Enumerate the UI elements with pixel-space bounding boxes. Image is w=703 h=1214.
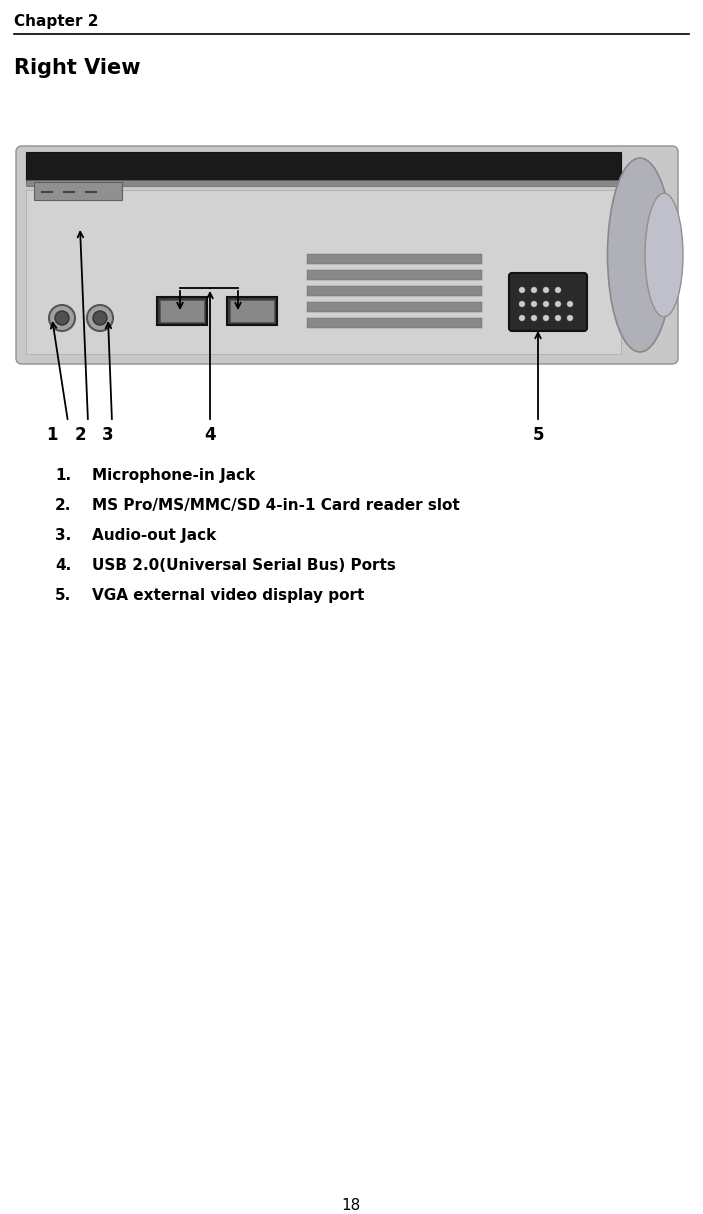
Bar xyxy=(307,254,482,263)
Bar xyxy=(157,297,207,325)
Circle shape xyxy=(555,301,561,307)
Ellipse shape xyxy=(607,158,673,352)
Bar xyxy=(307,318,482,328)
Text: Right View: Right View xyxy=(14,58,141,78)
Circle shape xyxy=(87,305,113,331)
Text: 3: 3 xyxy=(102,426,114,444)
Circle shape xyxy=(543,301,549,307)
Bar xyxy=(26,180,621,186)
Text: 4.: 4. xyxy=(55,558,71,573)
Circle shape xyxy=(531,301,537,307)
Circle shape xyxy=(555,287,561,293)
FancyBboxPatch shape xyxy=(16,146,678,364)
Bar xyxy=(26,191,621,354)
Bar xyxy=(307,287,482,296)
Text: 4: 4 xyxy=(204,426,216,444)
Text: 5: 5 xyxy=(532,426,543,444)
Circle shape xyxy=(519,314,525,320)
Text: Microphone-in Jack: Microphone-in Jack xyxy=(92,469,255,483)
Circle shape xyxy=(55,311,69,325)
Text: 5.: 5. xyxy=(55,588,71,603)
Text: 2.: 2. xyxy=(55,498,72,514)
Circle shape xyxy=(543,314,549,320)
Circle shape xyxy=(567,314,573,320)
FancyBboxPatch shape xyxy=(509,273,587,331)
Circle shape xyxy=(531,314,537,320)
Ellipse shape xyxy=(645,193,683,317)
Bar xyxy=(34,182,122,200)
Text: Chapter 2: Chapter 2 xyxy=(14,15,98,29)
Text: 2: 2 xyxy=(75,426,86,444)
Text: VGA external video display port: VGA external video display port xyxy=(92,588,364,603)
Bar xyxy=(307,302,482,312)
Bar xyxy=(230,300,274,322)
Text: 1: 1 xyxy=(46,426,58,444)
Circle shape xyxy=(555,314,561,320)
Circle shape xyxy=(567,301,573,307)
Bar xyxy=(26,152,621,180)
Circle shape xyxy=(519,287,525,293)
Bar xyxy=(227,297,277,325)
Text: USB 2.0(Universal Serial Bus) Ports: USB 2.0(Universal Serial Bus) Ports xyxy=(92,558,396,573)
Text: 3.: 3. xyxy=(55,528,71,543)
Text: MS Pro/MS/MMC/SD 4-in-1 Card reader slot: MS Pro/MS/MMC/SD 4-in-1 Card reader slot xyxy=(92,498,460,514)
Text: Audio-out Jack: Audio-out Jack xyxy=(92,528,217,543)
Text: 1.: 1. xyxy=(55,469,71,483)
Text: 18: 18 xyxy=(342,1198,361,1213)
Bar xyxy=(160,300,204,322)
Circle shape xyxy=(531,287,537,293)
Circle shape xyxy=(519,301,525,307)
Circle shape xyxy=(543,287,549,293)
Circle shape xyxy=(93,311,107,325)
Bar xyxy=(307,270,482,280)
Circle shape xyxy=(49,305,75,331)
